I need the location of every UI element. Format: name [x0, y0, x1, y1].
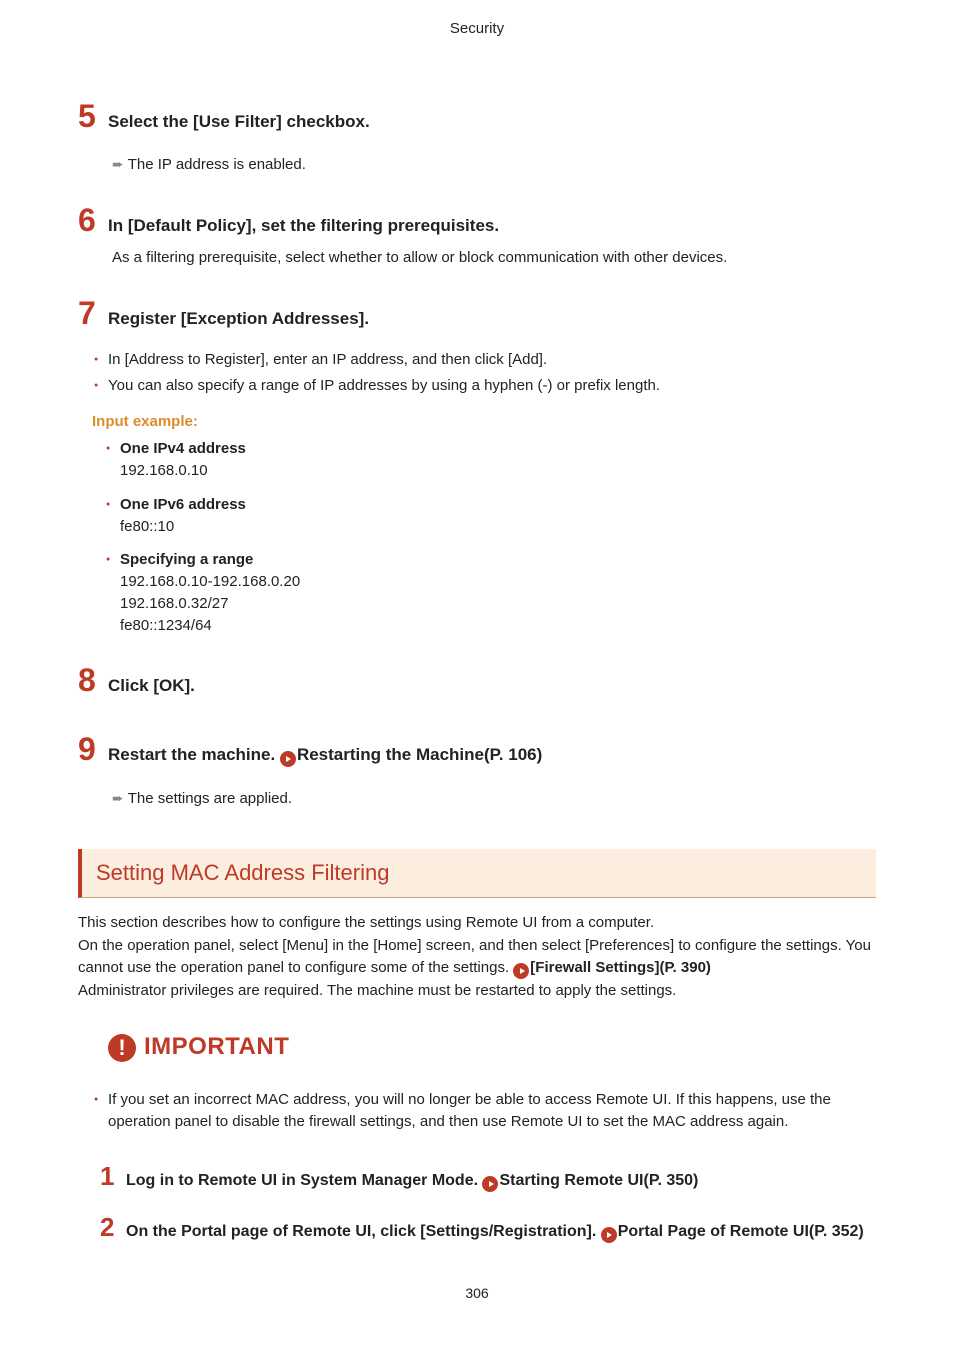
step-7: 7 Register [Exception Addresses]. In [Ad…: [78, 297, 876, 637]
step-title-text: Restart the machine.: [108, 745, 280, 764]
step-result: The IP address is enabled.: [112, 154, 876, 176]
page-number: 306: [78, 1283, 876, 1303]
substep-1: 1 Log in to Remote UI in System Manager …: [100, 1163, 876, 1192]
step-title: In [Default Policy], set the filtering p…: [108, 210, 499, 239]
play-icon: [601, 1227, 617, 1243]
step-title: Log in to Remote UI in System Manager Mo…: [126, 1167, 698, 1192]
example-label: One IPv6 address: [120, 494, 876, 516]
example-item: Specifying a range 192.168.0.10-192.168.…: [106, 549, 876, 636]
step-number: 2: [100, 1214, 126, 1240]
example-value: fe80::10: [120, 516, 876, 538]
intro-line: Administrator privileges are required. T…: [78, 982, 676, 999]
step-number: 8: [78, 664, 108, 696]
step-number: 1: [100, 1163, 126, 1189]
step-bullet: In [Address to Register], enter an IP ad…: [94, 349, 876, 371]
play-icon: [482, 1176, 498, 1192]
step-5: 5 Select the [Use Filter] checkbox. The …: [78, 100, 876, 176]
important-text: If you set an incorrect MAC address, you…: [94, 1089, 876, 1133]
step-number: 5: [78, 100, 108, 132]
example-label: One IPv4 address: [120, 438, 876, 460]
step-number: 6: [78, 204, 108, 236]
important-icon: !: [108, 1034, 136, 1062]
important-label: IMPORTANT: [144, 1030, 289, 1065]
step-number: 7: [78, 297, 108, 329]
cross-ref-link[interactable]: Portal Page of Remote UI(P. 352): [618, 1223, 864, 1240]
example-value: 192.168.0.32/27: [120, 593, 876, 615]
step-title: Register [Exception Addresses].: [108, 303, 369, 332]
example-value: 192.168.0.10-192.168.0.20: [120, 571, 876, 593]
intro-line: This section describes how to configure …: [78, 914, 654, 931]
play-icon: [280, 751, 296, 767]
cross-ref-link[interactable]: [Firewall Settings](P. 390): [530, 959, 711, 976]
section-heading: Setting MAC Address Filtering: [78, 849, 876, 898]
example-value: 192.168.0.10: [120, 460, 876, 482]
step-number: 9: [78, 733, 108, 765]
step-6: 6 In [Default Policy], set the filtering…: [78, 204, 876, 268]
step-9: 9 Restart the machine. Restarting the Ma…: [78, 733, 876, 809]
step-body: As a filtering prerequisite, select whet…: [112, 247, 876, 269]
play-icon: [513, 963, 529, 979]
cross-ref-link[interactable]: Restarting the Machine(P. 106): [297, 745, 542, 764]
step-title-text: Log in to Remote UI in System Manager Mo…: [126, 1172, 482, 1189]
example-item: One IPv6 address fe80::10: [106, 494, 876, 538]
step-8: 8 Click [OK].: [78, 664, 876, 699]
input-example-label: Input example:: [92, 411, 876, 433]
step-title: Restart the machine. Restarting the Mach…: [108, 739, 542, 768]
section-intro: This section describes how to configure …: [78, 912, 876, 1002]
step-title: On the Portal page of Remote UI, click […: [126, 1218, 864, 1243]
cross-ref-link[interactable]: Starting Remote UI(P. 350): [499, 1172, 698, 1189]
step-title: Select the [Use Filter] checkbox.: [108, 106, 370, 135]
step-bullet: You can also specify a range of IP addre…: [94, 375, 876, 397]
example-item: One IPv4 address 192.168.0.10: [106, 438, 876, 482]
step-title: Click [OK].: [108, 670, 195, 699]
step-title-text: On the Portal page of Remote UI, click […: [126, 1223, 601, 1240]
example-label: Specifying a range: [120, 549, 876, 571]
example-value: fe80::1234/64: [120, 615, 876, 637]
important-block: ! IMPORTANT If you set an incorrect MAC …: [108, 1030, 876, 1132]
intro-line: On the operation panel, select [Menu] in…: [78, 937, 871, 977]
substep-2: 2 On the Portal page of Remote UI, click…: [100, 1214, 876, 1243]
step-result: The settings are applied.: [112, 788, 876, 810]
page-header: Security: [78, 18, 876, 40]
